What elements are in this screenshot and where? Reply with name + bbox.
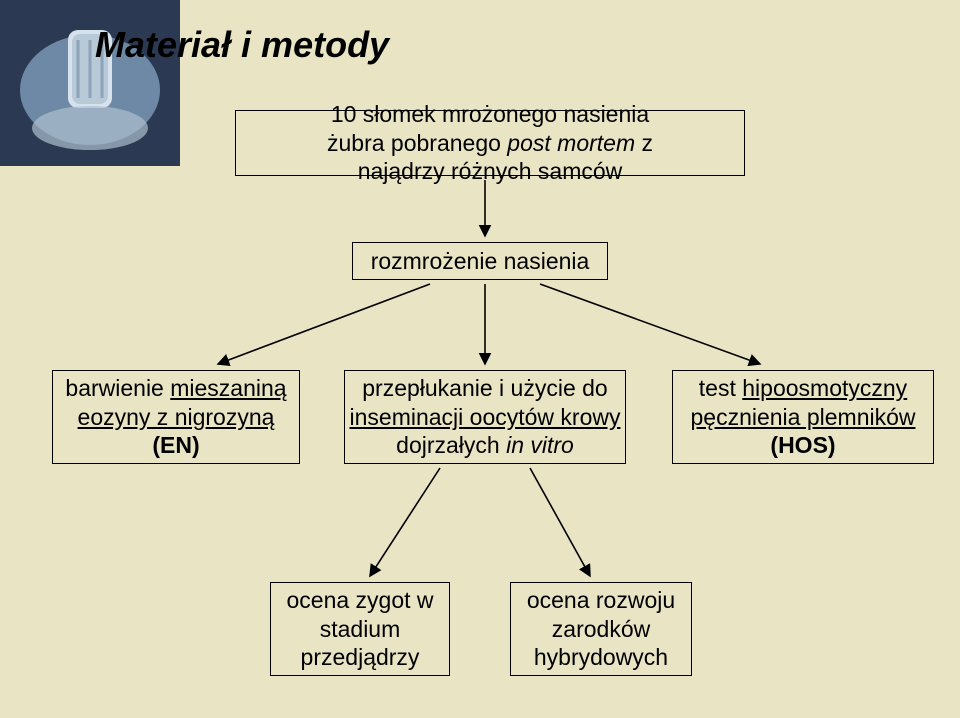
flow-arrows bbox=[0, 0, 960, 718]
